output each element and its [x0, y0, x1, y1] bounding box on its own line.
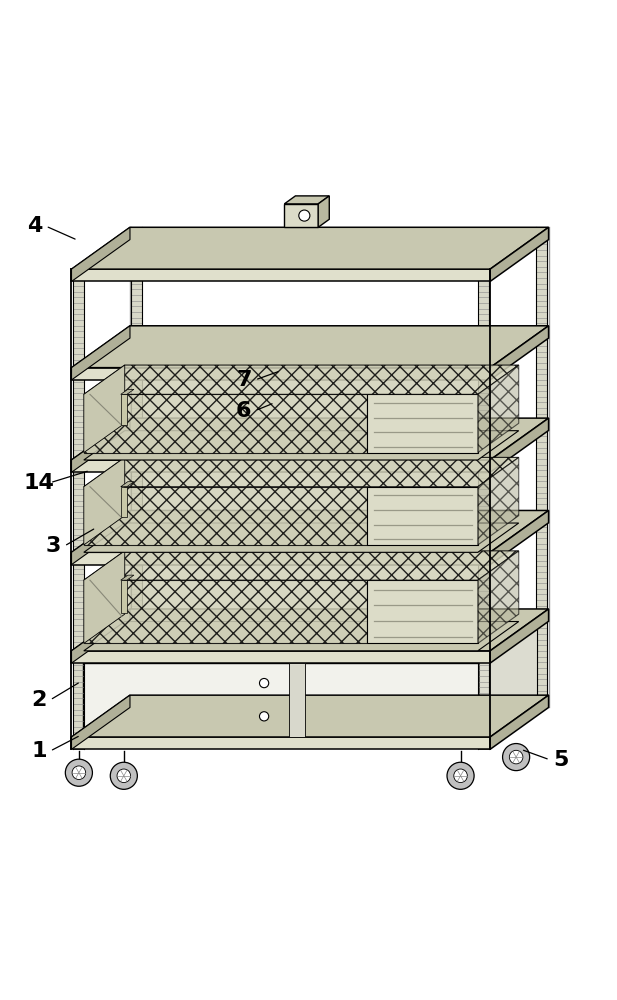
Polygon shape: [72, 326, 130, 380]
Polygon shape: [72, 418, 130, 472]
Polygon shape: [72, 695, 130, 749]
Polygon shape: [490, 326, 549, 380]
Text: 7: 7: [236, 370, 252, 390]
Polygon shape: [490, 609, 549, 663]
Polygon shape: [72, 510, 130, 565]
Polygon shape: [84, 365, 519, 394]
Text: 14: 14: [23, 473, 54, 493]
Polygon shape: [72, 418, 549, 460]
Circle shape: [510, 750, 523, 764]
Polygon shape: [72, 695, 549, 737]
Polygon shape: [284, 204, 318, 227]
Polygon shape: [72, 326, 549, 368]
Polygon shape: [121, 389, 134, 394]
Polygon shape: [84, 580, 368, 643]
Polygon shape: [368, 394, 478, 453]
Polygon shape: [84, 622, 519, 651]
Circle shape: [65, 759, 93, 786]
Polygon shape: [72, 609, 549, 651]
Polygon shape: [121, 575, 134, 580]
Polygon shape: [84, 523, 519, 552]
Bar: [289, 663, 305, 737]
Polygon shape: [84, 551, 519, 580]
Polygon shape: [490, 418, 549, 472]
Polygon shape: [318, 196, 329, 227]
Circle shape: [447, 762, 474, 789]
Bar: [73, 269, 84, 749]
Polygon shape: [72, 368, 490, 380]
Polygon shape: [478, 551, 519, 643]
Circle shape: [503, 744, 529, 771]
Polygon shape: [478, 365, 519, 453]
Text: 5: 5: [553, 750, 569, 770]
Polygon shape: [490, 227, 549, 281]
Polygon shape: [83, 663, 479, 737]
Circle shape: [117, 769, 131, 783]
Polygon shape: [84, 457, 519, 487]
Bar: [121, 580, 127, 613]
Circle shape: [260, 678, 269, 688]
Polygon shape: [490, 695, 549, 749]
Bar: [478, 269, 489, 749]
Circle shape: [110, 762, 138, 789]
Bar: [121, 394, 127, 425]
Polygon shape: [72, 651, 490, 663]
Polygon shape: [478, 457, 519, 545]
Text: 2: 2: [31, 690, 46, 710]
Polygon shape: [284, 196, 329, 204]
Text: 6: 6: [236, 401, 252, 421]
Polygon shape: [84, 457, 125, 545]
Polygon shape: [72, 552, 490, 565]
Polygon shape: [72, 269, 490, 281]
Bar: [131, 227, 143, 707]
Bar: [121, 487, 127, 517]
Bar: [536, 227, 547, 707]
Circle shape: [453, 769, 467, 783]
Polygon shape: [72, 227, 549, 269]
Polygon shape: [84, 431, 519, 460]
Circle shape: [260, 712, 269, 721]
Polygon shape: [72, 609, 130, 663]
Polygon shape: [368, 487, 478, 545]
Polygon shape: [84, 487, 368, 545]
Circle shape: [299, 210, 310, 221]
Polygon shape: [121, 482, 134, 487]
Circle shape: [72, 766, 86, 779]
Polygon shape: [490, 510, 549, 565]
Polygon shape: [84, 365, 125, 453]
Polygon shape: [368, 580, 478, 643]
Polygon shape: [479, 621, 537, 737]
Polygon shape: [72, 737, 490, 749]
Polygon shape: [84, 551, 125, 643]
Text: 4: 4: [27, 216, 42, 236]
Polygon shape: [72, 460, 490, 472]
Text: 3: 3: [45, 536, 60, 556]
Polygon shape: [84, 394, 368, 453]
Polygon shape: [72, 510, 549, 552]
Text: 1: 1: [31, 741, 47, 761]
Polygon shape: [72, 227, 130, 281]
